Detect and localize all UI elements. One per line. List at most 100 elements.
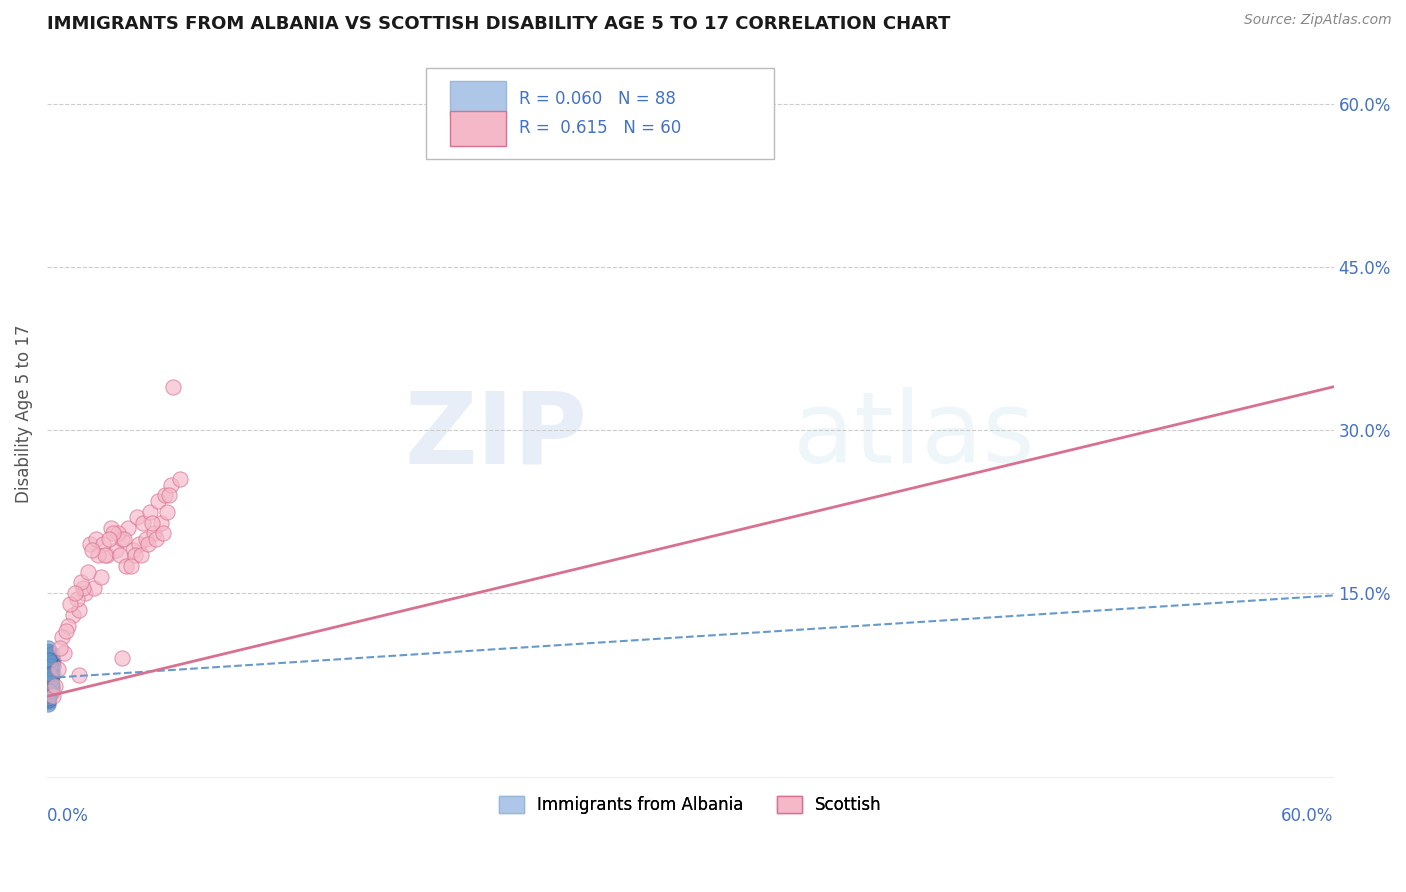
Point <box>58 619 80 633</box>
Point <box>38 684 60 698</box>
Point <box>91 537 114 551</box>
Point <box>41 680 63 694</box>
Point <box>125 510 148 524</box>
Point <box>75 586 97 600</box>
FancyBboxPatch shape <box>450 81 506 116</box>
Point <box>39 670 62 684</box>
Point <box>37 679 59 693</box>
Point <box>38 685 60 699</box>
Point <box>162 380 184 394</box>
Point <box>42 659 65 673</box>
Point <box>94 548 117 562</box>
Point <box>115 559 138 574</box>
Point <box>62 607 84 622</box>
Point <box>38 652 60 666</box>
Point <box>39 660 62 674</box>
Point <box>37 690 59 705</box>
Point <box>111 651 134 665</box>
Point <box>84 532 107 546</box>
Point <box>136 537 159 551</box>
Point <box>39 660 62 674</box>
Point <box>39 667 62 681</box>
Point <box>38 672 60 686</box>
Point <box>38 690 60 704</box>
Point <box>39 666 62 681</box>
Point <box>41 685 63 699</box>
Point <box>112 532 135 546</box>
Point <box>46 662 69 676</box>
Point <box>42 654 65 668</box>
Point <box>38 662 60 676</box>
Point <box>39 664 62 678</box>
Text: IMMIGRANTS FROM ALBANIA VS SCOTTISH DISABILITY AGE 5 TO 17 CORRELATION CHART: IMMIGRANTS FROM ALBANIA VS SCOTTISH DISA… <box>46 15 950 33</box>
Point <box>38 681 60 695</box>
Point <box>39 667 62 681</box>
Point <box>37 692 59 706</box>
Y-axis label: Disability Age 5 to 17: Disability Age 5 to 17 <box>15 325 32 503</box>
Point <box>117 521 139 535</box>
Point <box>53 646 76 660</box>
Point <box>38 686 60 700</box>
Point <box>39 666 62 681</box>
Point <box>120 559 142 574</box>
Text: R =  0.615   N = 60: R = 0.615 N = 60 <box>519 120 682 137</box>
Point <box>39 664 62 678</box>
Point <box>38 651 60 665</box>
Text: R = 0.060   N = 88: R = 0.060 N = 88 <box>519 89 676 108</box>
Point <box>39 676 62 690</box>
Point <box>132 516 155 530</box>
Point <box>38 674 60 689</box>
Point <box>38 687 60 701</box>
Point <box>37 690 59 705</box>
Point <box>38 669 60 683</box>
Point <box>80 542 103 557</box>
Point <box>37 697 59 711</box>
Point <box>38 673 60 688</box>
Point <box>41 677 63 691</box>
Point <box>37 692 59 706</box>
Point <box>111 532 134 546</box>
Point <box>41 681 63 696</box>
Point <box>37 645 59 659</box>
Point <box>37 649 59 664</box>
Point <box>39 673 62 688</box>
Point <box>160 477 183 491</box>
Point <box>38 671 60 685</box>
Point <box>67 602 90 616</box>
Point <box>135 532 157 546</box>
Point <box>38 665 60 680</box>
FancyBboxPatch shape <box>426 68 773 159</box>
Point <box>38 675 60 690</box>
Point <box>37 647 59 661</box>
Point <box>39 669 62 683</box>
Point <box>145 532 167 546</box>
Point <box>39 675 62 690</box>
Point <box>59 597 82 611</box>
Point <box>96 548 118 562</box>
Point <box>157 488 180 502</box>
Point <box>103 526 125 541</box>
Point <box>66 591 89 606</box>
Point <box>128 537 150 551</box>
Point <box>41 656 63 670</box>
Point <box>51 630 73 644</box>
Point <box>141 516 163 530</box>
Point <box>42 666 65 681</box>
Point <box>39 684 62 698</box>
Text: ZIP: ZIP <box>405 387 588 484</box>
Point <box>76 565 98 579</box>
Point <box>38 689 60 703</box>
Point <box>41 650 63 665</box>
Point <box>37 683 59 698</box>
Point <box>156 505 179 519</box>
Point <box>37 681 59 696</box>
Point <box>39 674 62 689</box>
Point <box>38 672 60 686</box>
Point <box>41 647 63 661</box>
Point <box>38 666 60 681</box>
Point <box>87 548 110 562</box>
Point <box>63 586 86 600</box>
Point <box>37 648 59 663</box>
Point <box>72 581 94 595</box>
Point <box>70 575 93 590</box>
